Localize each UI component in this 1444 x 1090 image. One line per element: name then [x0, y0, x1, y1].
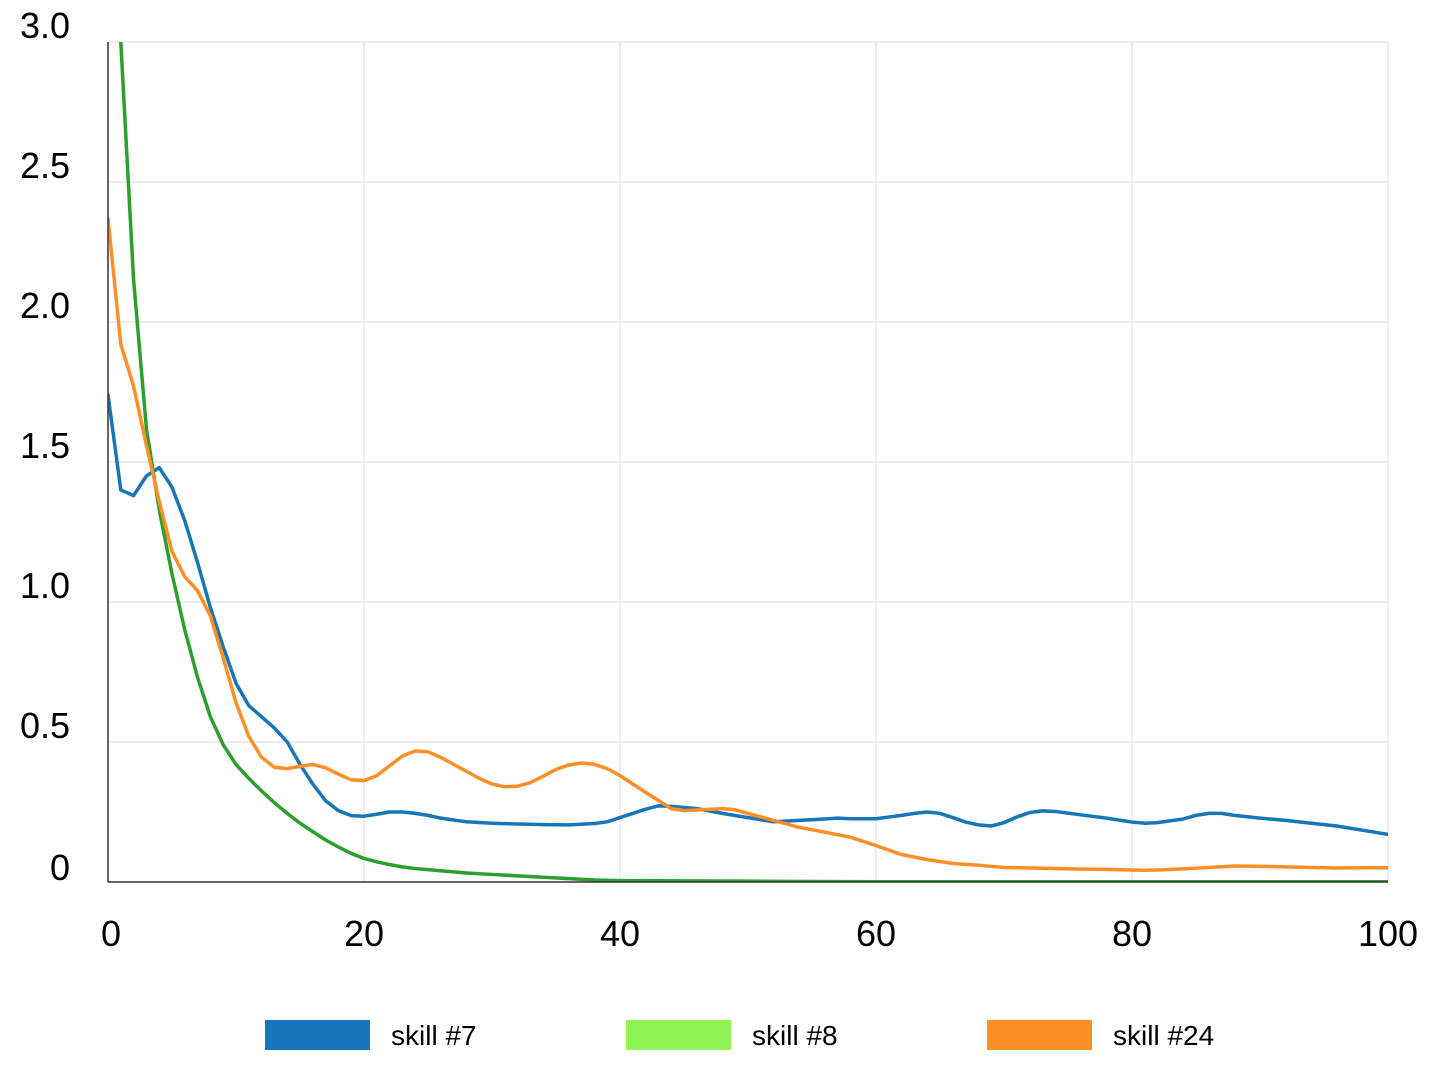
y-tick-label: 2.0 [20, 285, 70, 326]
legend-swatch [987, 1020, 1092, 1050]
legend-swatch [265, 1020, 370, 1050]
x-tick-label: 80 [1112, 913, 1152, 954]
legend-item: skill #24 [987, 1020, 1214, 1051]
x-tick-label: 40 [600, 913, 640, 954]
y-tick-label: 2.5 [20, 145, 70, 186]
series-line-skill-8 [119, 42, 1388, 882]
x-tick-label: 20 [344, 913, 384, 954]
axes: 0 0.5 1.0 1.5 2.0 2.5 3.0 0 20 40 60 80 100 [20, 5, 1418, 954]
y-tick-label: 1.0 [20, 565, 70, 606]
legend-label: skill #24 [1113, 1020, 1214, 1051]
legend-label: skill #8 [752, 1020, 838, 1051]
plot-area [108, 42, 1388, 882]
x-tick-label: 60 [856, 913, 896, 954]
legend: skill #7 skill #8 skill #24 [265, 1020, 1214, 1051]
grid [108, 41, 1389, 882]
y-tick-label: 3.0 [20, 5, 70, 46]
y-tick-label: 0 [50, 847, 70, 888]
series-line-skill-7 [108, 393, 1388, 837]
legend-swatch [626, 1020, 731, 1050]
legend-item: skill #8 [626, 1020, 838, 1051]
series-line-skill-24 [108, 216, 1388, 872]
x-tick-label: 100 [1358, 913, 1418, 954]
legend-item: skill #7 [265, 1020, 477, 1051]
legend-label: skill #7 [391, 1020, 477, 1051]
x-tick-label: 0 [101, 913, 121, 954]
y-tick-label: 0.5 [20, 705, 70, 746]
y-tick-label: 1.5 [20, 425, 70, 466]
